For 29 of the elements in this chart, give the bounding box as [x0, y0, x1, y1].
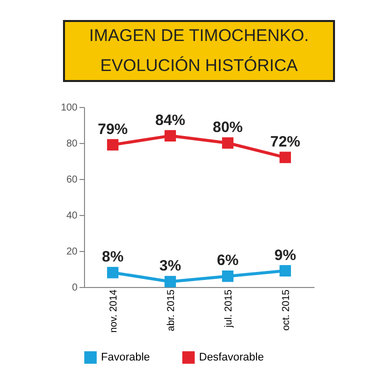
data-label: 3% — [159, 258, 182, 275]
point — [222, 270, 234, 282]
data-label: 79% — [98, 120, 128, 138]
x-tick-label: oct. 2015 — [280, 289, 292, 331]
y-tick-label: 60 — [66, 174, 78, 186]
point — [164, 130, 176, 142]
data-label: 80% — [212, 119, 243, 136]
point — [280, 265, 291, 276]
y-tick-label: 40 — [66, 210, 78, 222]
x-tick-label: nov. 2014 — [108, 289, 120, 333]
data-label: 84% — [155, 112, 186, 129]
point — [107, 139, 118, 150]
data-label: 8% — [102, 248, 124, 266]
y-tick-label: 100 — [60, 102, 78, 114]
point — [280, 152, 291, 164]
point — [107, 266, 118, 278]
data-label: 72% — [270, 133, 300, 150]
chart-title: IMAGEN DE TIMOCHENKO. EVOLUCIÓN HISTÓRICA — [89, 26, 309, 75]
data-label: 6% — [216, 252, 239, 270]
y-tick-label: 80 — [66, 138, 78, 150]
x-tick-label: abr. 2015 — [166, 289, 177, 332]
y-tick-label: 0 — [72, 282, 78, 294]
legend-label: Desfavorable — [199, 352, 264, 364]
legend-label: Favorable — [101, 352, 150, 364]
point — [164, 276, 176, 288]
x-tick-label: jul. 2015 — [223, 289, 234, 328]
data-label: 9% — [274, 246, 296, 264]
y-tick-label: 20 — [66, 246, 78, 258]
point — [222, 137, 234, 149]
